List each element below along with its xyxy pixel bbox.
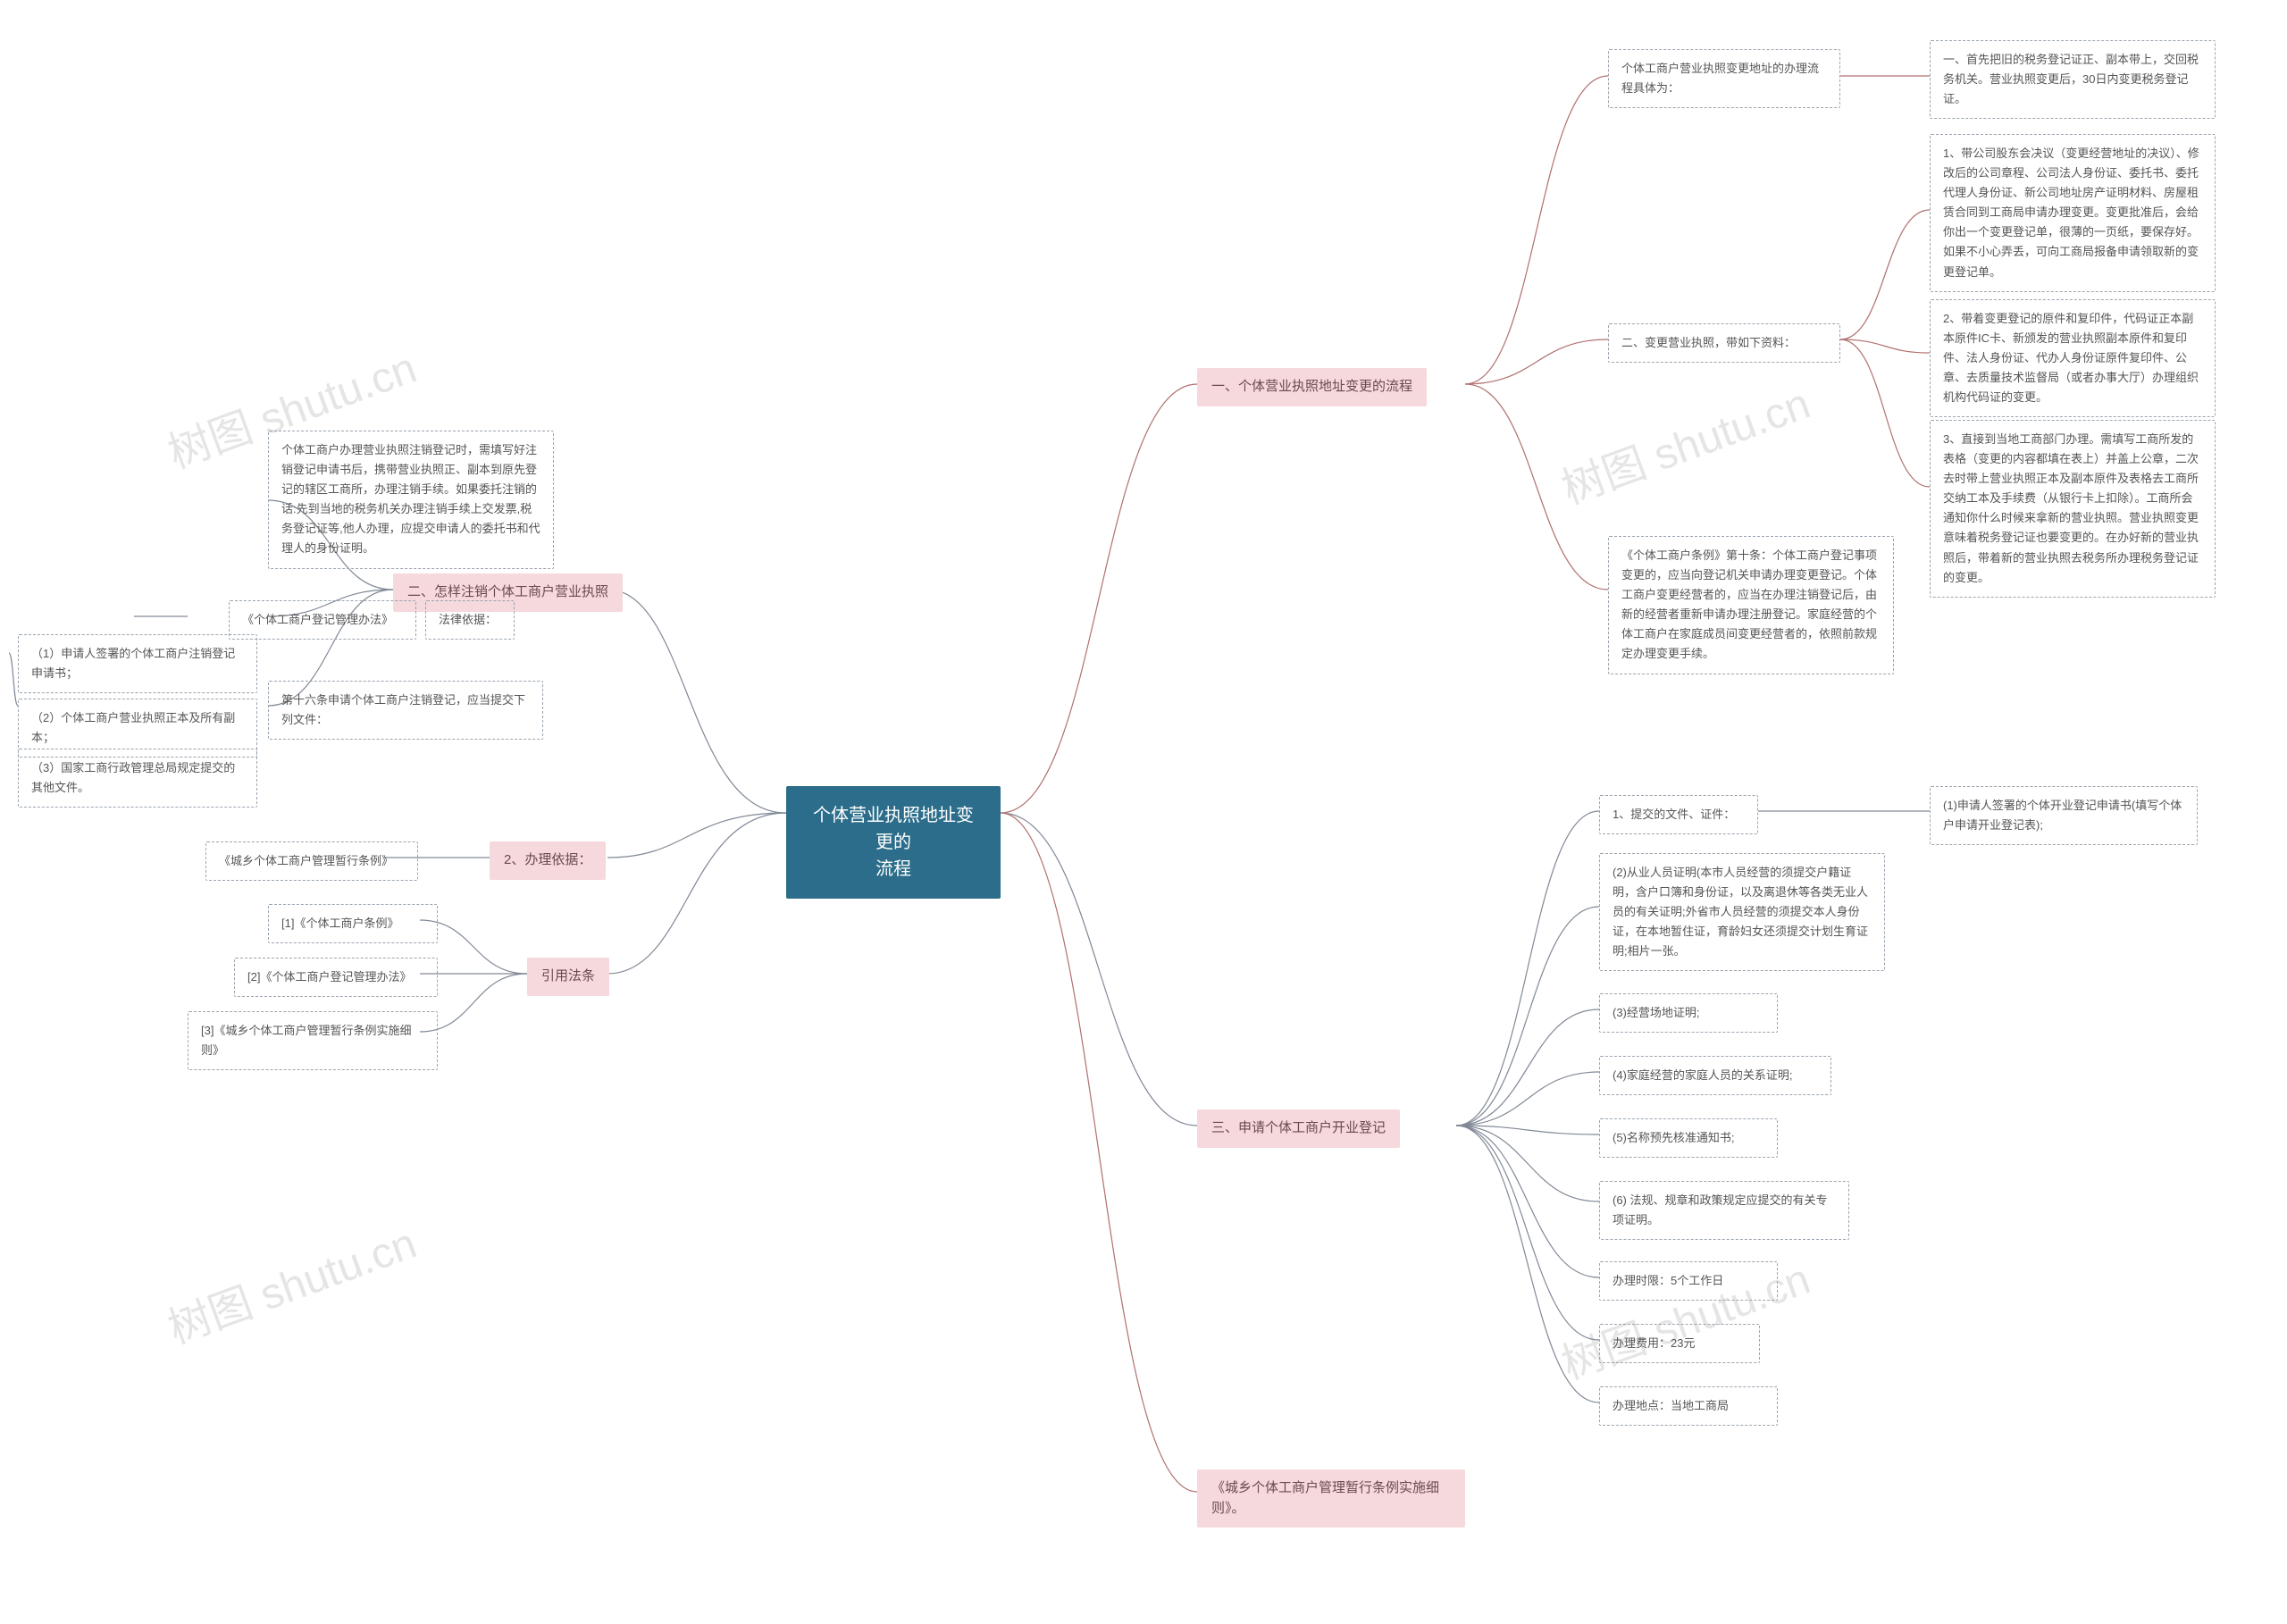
b1-c2-leaf-2: 2、带着变更登记的原件和复印件，代码证正本副本原件IC卡、新颁发的营业执照副本原…	[1930, 299, 2216, 417]
b1-c1-leaf: 一、首先把旧的税务登记证正、副本带上，交回税务机关。营业执照变更后，30日内变更…	[1930, 40, 2216, 119]
branch-cite: 引用法条	[527, 958, 609, 996]
b2-c3-leaf-3: （3）国家工商行政管理总局规定提交的其他文件。	[18, 749, 257, 808]
b2-c2-leaf: 《个体工商户登记管理办法》	[229, 600, 416, 640]
b3-leaf-5: (5)名称预先核准通知书;	[1599, 1118, 1778, 1158]
b3-c1-label: 1、提交的文件、证件：	[1599, 795, 1758, 834]
b3-leaf-2: (2)从业人员证明(本市人员经营的须提交户籍证明，含户口簿和身份证，以及离退休等…	[1599, 853, 1885, 971]
b3-leaf-4: (4)家庭经营的家庭人员的关系证明;	[1599, 1056, 1831, 1095]
cite-leaf-3: [3]《城乡个体工商户管理暂行条例实施细则》	[188, 1011, 438, 1070]
b1-c3-leaf: 《个体工商户条例》第十条：个体工商户登记事项变更的，应当向登记机关申请办理变更登…	[1608, 536, 1894, 674]
b2-c1-leaf: 个体工商户办理营业执照注销登记时，需填写好注销登记申请书后，携带营业执照正、副本…	[268, 431, 554, 569]
b3-leaf-6: (6) 法规、规章和政策规定应提交的有关专项证明。	[1599, 1181, 1849, 1240]
cite-leaf-1: [1]《个体工商户条例》	[268, 904, 438, 943]
b1-c2-leaf-1: 1、带公司股东会决议（变更经营地址的决议）、修改后的公司章程、公司法人身份证、委…	[1930, 134, 2216, 292]
b2-c3-label: 第十六条申请个体工商户注销登记，应当提交下列文件：	[268, 681, 543, 740]
b3-leaf-7: 办理时限：5个工作日	[1599, 1261, 1778, 1301]
b3-leaf-3: (3)经营场地证明;	[1599, 993, 1778, 1033]
b3-c1-leaf: (1)申请人签署的个体开业登记申请书(填写个体户申请开业登记表);	[1930, 786, 2198, 845]
root-node: 个体营业执照地址变更的 流程	[786, 786, 1001, 899]
b3-leaf-9: 办理地点：当地工商局	[1599, 1386, 1778, 1426]
branch-1: 一、个体营业执照地址变更的流程	[1197, 368, 1427, 406]
branch-2b: 2、办理依据：	[490, 841, 606, 880]
branch-ref: 《城乡个体工商户管理暂行条例实施细则》。	[1197, 1469, 1465, 1528]
branch-3: 三、申请个体工商户开业登记	[1197, 1109, 1400, 1148]
b1-c2-label: 二、变更营业执照，带如下资料：	[1608, 323, 1840, 363]
b2-c2-label: 法律依据：	[425, 600, 515, 640]
watermark: 树图 shutu.cn	[1552, 368, 1817, 515]
b1-c1-label: 个体工商户营业执照变更地址的办理流程具体为：	[1608, 49, 1840, 108]
b1-c2-leaf-3: 3、直接到当地工商部门办理。需填写工商所发的表格（变更的内容都填在表上）并盖上公…	[1930, 420, 2216, 598]
cite-leaf-2: [2]《个体工商户登记管理办法》	[234, 958, 438, 997]
watermark: 树图 shutu.cn	[158, 1208, 423, 1355]
b2b-leaf: 《城乡个体工商户管理暂行条例》	[205, 841, 418, 881]
b3-leaf-8: 办理费用：23元	[1599, 1324, 1760, 1363]
b2-c3-leaf-1: （1）申请人签署的个体工商户注销登记申请书；	[18, 634, 257, 693]
